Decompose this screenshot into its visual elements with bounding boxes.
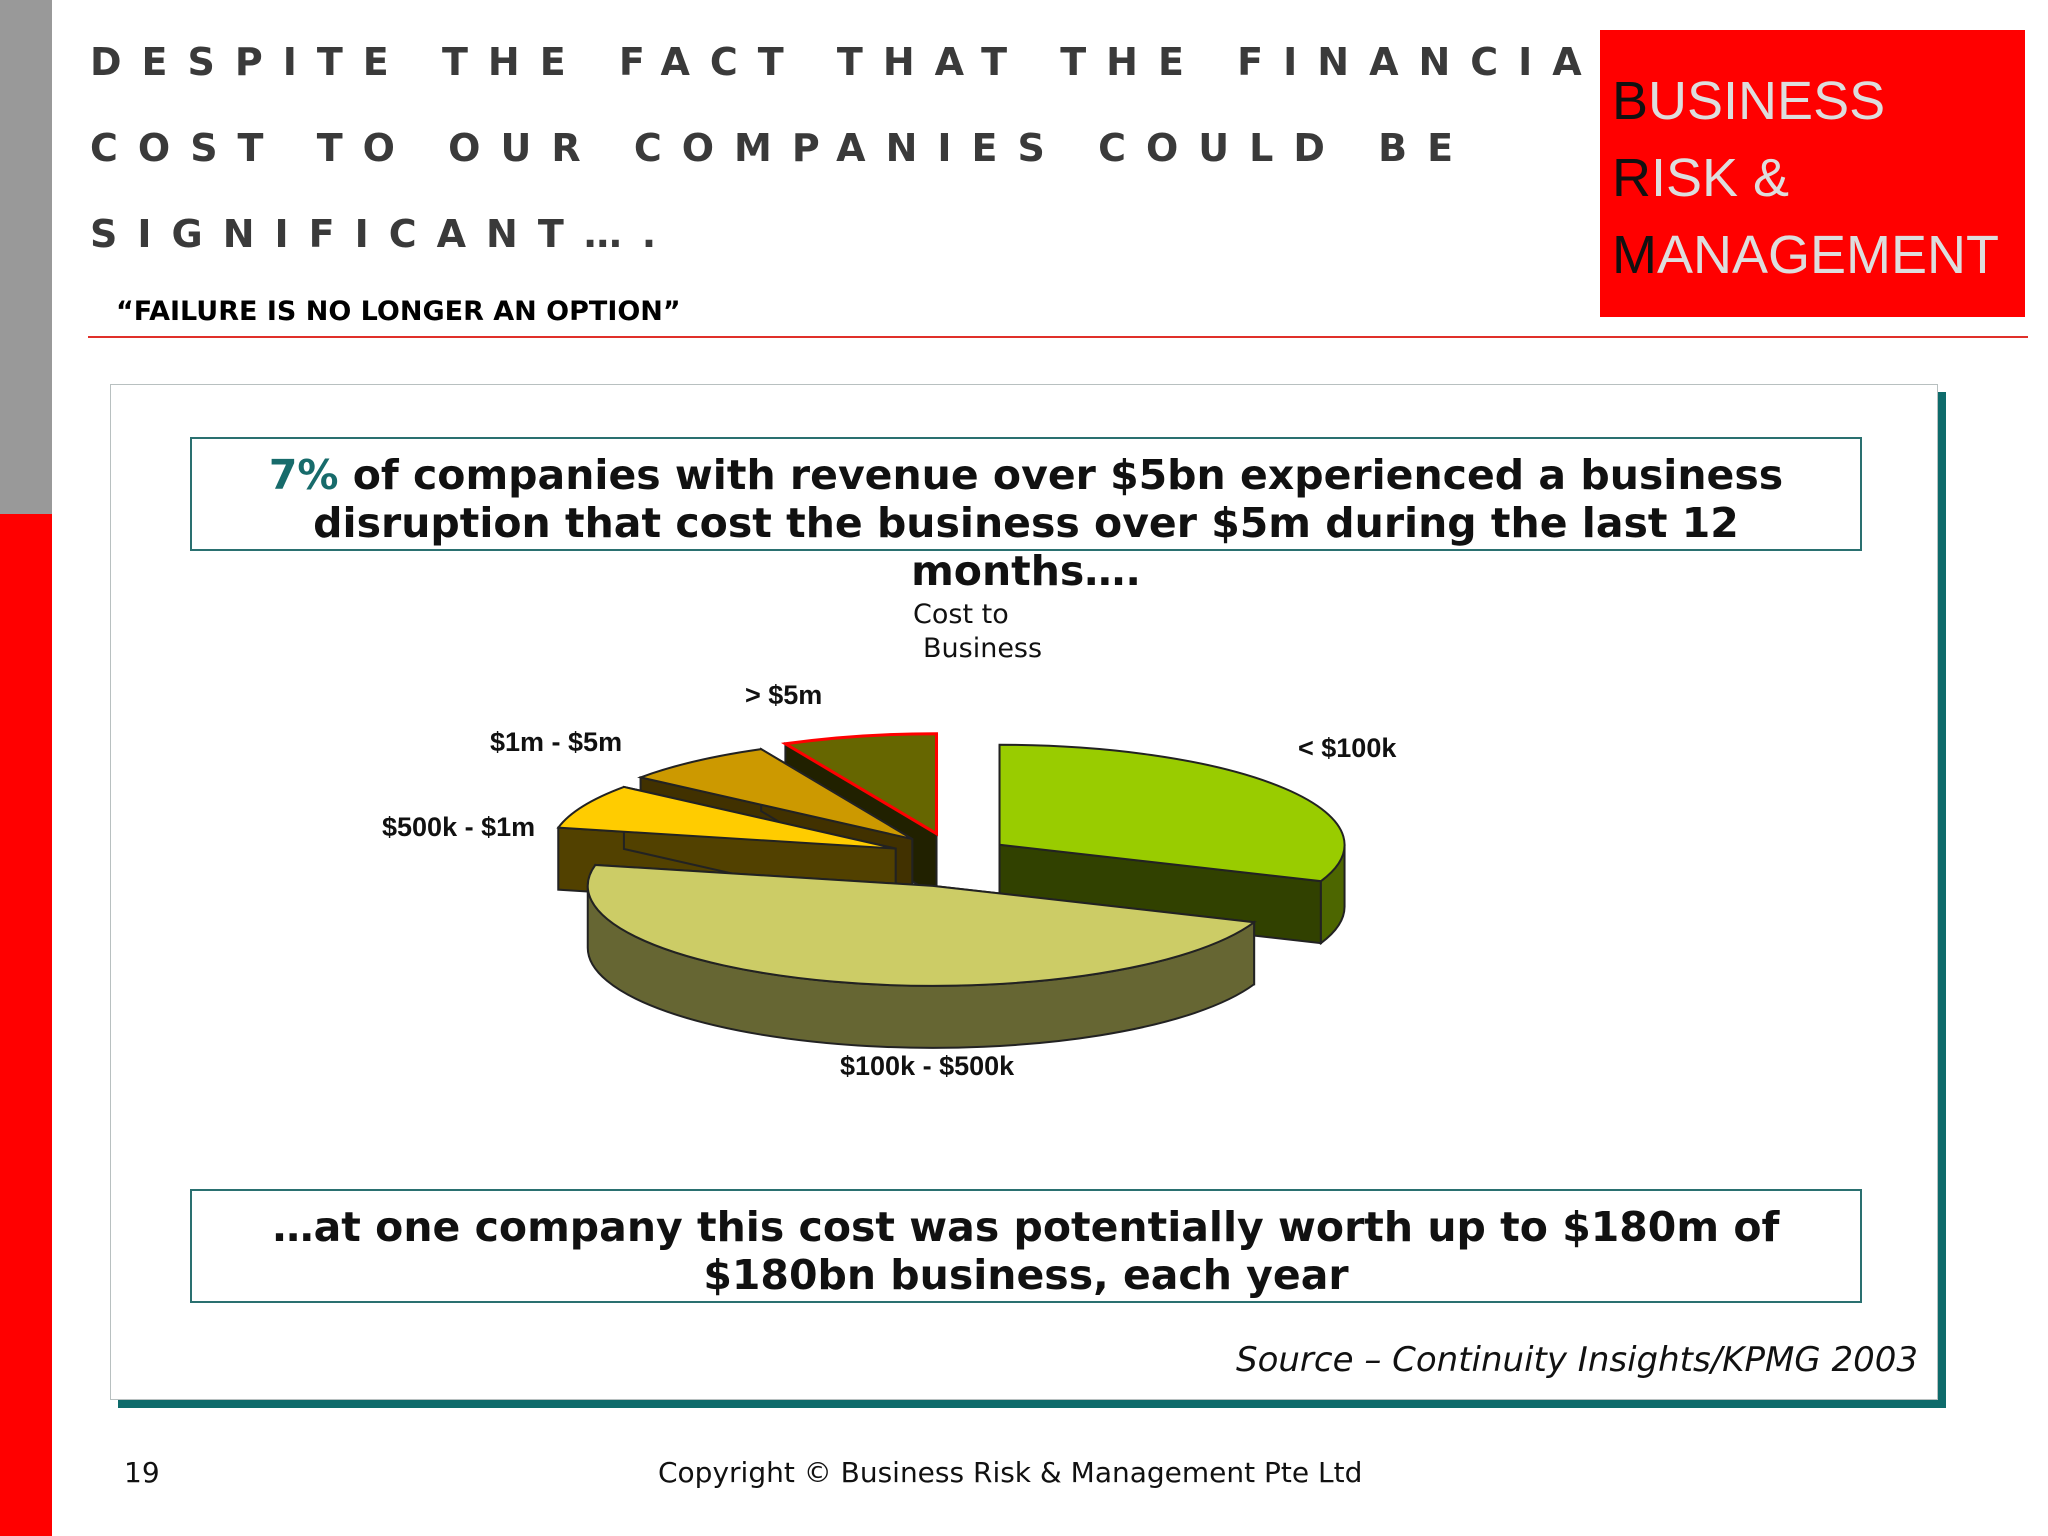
left-accent-bar-red (0, 514, 52, 1536)
pie-slices (556, 732, 1346, 1049)
source-citation: Source – Continuity Insights/KPMG 2003 (1236, 1340, 1918, 1380)
logo-text: ANAGEMENT (1656, 225, 2000, 285)
slice-3-top (637, 748, 913, 840)
top-callout-line-2: disruption that cost the business over $… (313, 499, 1739, 595)
left-accent-bar-gray (0, 0, 52, 514)
headline-line-3: significant…. (90, 212, 677, 256)
slice-0-top (998, 743, 1346, 883)
top-callout-line-1: 7% of companies with revenue over $5bn e… (192, 451, 1860, 499)
slice-label-500k-1m: $500k - $1m (382, 812, 535, 842)
slice-label-lt-100k: < $100k (1298, 733, 1397, 763)
slice-4-top (780, 732, 939, 837)
bottom-callout-line-2: $180bn business, each year (703, 1251, 1349, 1299)
company-logo: BUSINESS RISK & MANAGEMENT (1600, 30, 2025, 317)
header-divider (88, 336, 2028, 338)
slice-label-1m-5m: $1m - $5m (490, 727, 622, 757)
logo-text: USINESS (1648, 71, 1886, 131)
slice-1-top (586, 863, 1257, 987)
headline-line-2: cost to our companies could be (90, 126, 1474, 170)
logo-initial: R (1612, 148, 1651, 208)
logo-text: ISK & (1651, 148, 1790, 208)
slice-label-100k-500k: $100k - $500k (840, 1051, 1015, 1081)
top-callout: 7% of companies with revenue over $5bn e… (190, 437, 1862, 595)
logo-line-2: RISK & (1612, 147, 1789, 209)
slice-2-top (556, 785, 896, 850)
headline-line-1: Despite the fact that the financial (90, 40, 1646, 84)
logo-line-1: BUSINESS (1612, 70, 1885, 132)
highlight-percentage: 7% (268, 451, 339, 499)
logo-initial: M (1612, 225, 1657, 285)
copyright-notice: Copyright © Business Risk & Management P… (658, 1456, 1363, 1489)
logo-line-3: MANAGEMENT (1612, 224, 1999, 286)
slice-label-gt-5m: > $5m (745, 680, 822, 710)
logo-initial: B (1612, 71, 1649, 131)
bottom-callout: …at one company this cost was potentiall… (190, 1189, 1862, 1303)
page-number: 19 (124, 1456, 160, 1489)
chart-title-line-1: Cost to (913, 599, 1009, 630)
top-callout-text: of companies with revenue over $5bn expe… (338, 451, 1784, 499)
slide-subtitle: “FAILURE IS NO LONGER AN OPTION” (116, 296, 681, 327)
bottom-callout-line-1: …at one company this cost was potentiall… (272, 1203, 1780, 1251)
chart-title-line-2: Business (923, 633, 1042, 664)
